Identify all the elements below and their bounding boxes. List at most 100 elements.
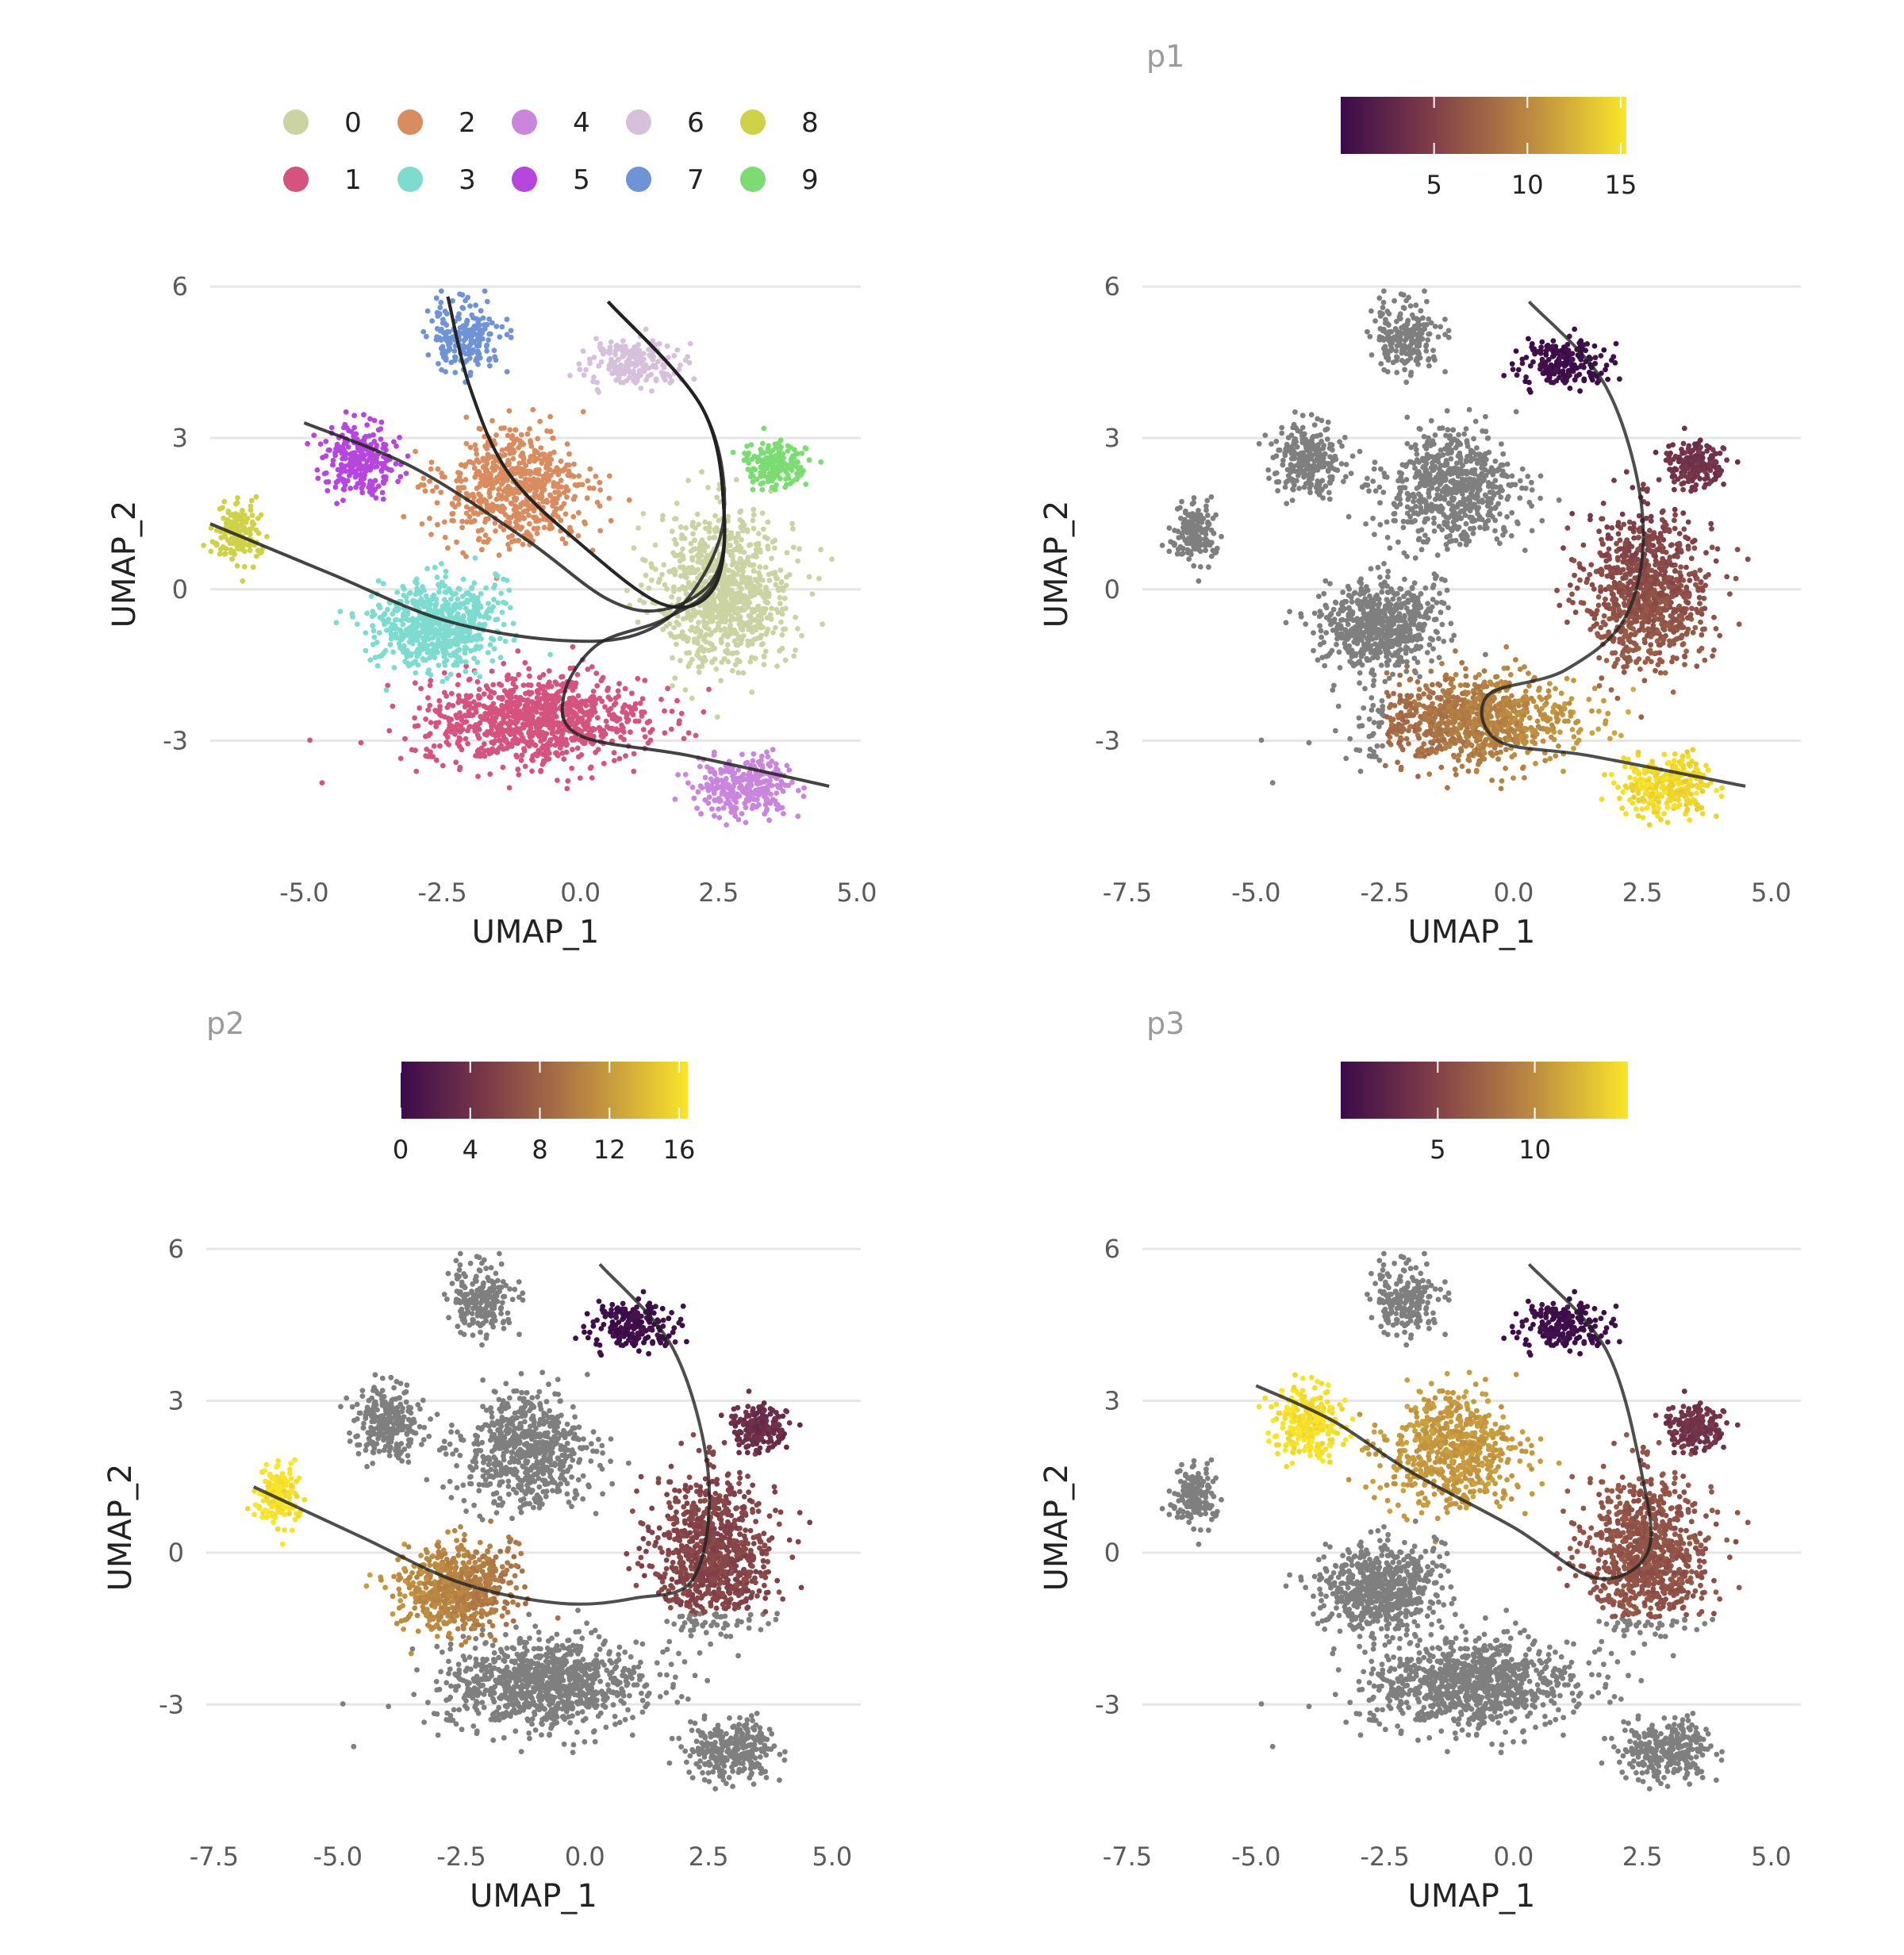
cell-point-cluster-0 bbox=[674, 501, 680, 506]
cell-point-cluster-1 bbox=[432, 708, 438, 713]
cell-point-cluster-4 bbox=[721, 805, 727, 811]
cell-point-cluster-6 bbox=[616, 365, 621, 371]
cell-point-cluster-0 bbox=[784, 583, 789, 589]
cell-point-cluster-6 bbox=[607, 348, 612, 353]
cell-point-cluster-9 bbox=[785, 444, 791, 449]
cell-point-cluster-3 bbox=[463, 669, 468, 674]
cell-point-cluster-5 bbox=[305, 441, 310, 447]
cell-point-cluster-1 bbox=[643, 734, 648, 739]
cell-point-cluster-2 bbox=[548, 428, 554, 434]
legend-key-9 bbox=[740, 167, 766, 192]
cell-point-cluster-1 bbox=[605, 724, 610, 729]
cell-point-cluster-9 bbox=[762, 464, 768, 470]
cell-point-cluster-0 bbox=[738, 509, 743, 514]
cell-point-cluster-2 bbox=[459, 525, 465, 531]
x-tick-label: 5.0 bbox=[1751, 878, 1791, 908]
cell-point-cluster-1 bbox=[455, 715, 460, 720]
cell-point-cluster-4 bbox=[675, 772, 681, 778]
cell-point-cluster-9 bbox=[782, 485, 788, 490]
cell-point-cluster-3 bbox=[486, 650, 491, 655]
legend-label-2: 2 bbox=[459, 107, 476, 139]
cell-point-cluster-1 bbox=[437, 704, 443, 709]
y-tick-label: 3 bbox=[1104, 423, 1120, 453]
cell-point-cluster-3 bbox=[419, 598, 424, 604]
cell-point-cluster-0 bbox=[791, 544, 797, 550]
cell-point-cluster-2 bbox=[597, 480, 602, 486]
cell-point-cluster-0 bbox=[772, 545, 777, 551]
cell-point-cluster-2 bbox=[591, 486, 597, 491]
cell-point-cluster-9 bbox=[799, 451, 804, 456]
cell-point-cluster-2 bbox=[557, 493, 562, 498]
cell-point-pseudotime bbox=[1680, 510, 1686, 516]
cell-point-cluster-0 bbox=[684, 651, 689, 656]
cell-point-cluster-3 bbox=[337, 609, 343, 614]
cell-point-cluster-7 bbox=[460, 292, 466, 298]
legend-label-6: 6 bbox=[687, 107, 704, 139]
cell-point-cluster-2 bbox=[555, 482, 560, 488]
cell-point-cluster-3 bbox=[511, 621, 516, 627]
cell-point-cluster-0 bbox=[770, 630, 776, 636]
cell-point-cluster-0 bbox=[745, 639, 750, 644]
cell-point-cluster-0 bbox=[750, 507, 756, 513]
cell-point-cluster-3 bbox=[427, 655, 432, 661]
cell-point-cluster-0 bbox=[635, 525, 641, 531]
cell-point-cluster-1 bbox=[457, 765, 463, 770]
cell-point-cluster-2 bbox=[459, 519, 465, 524]
cell-point-cluster-1 bbox=[432, 743, 437, 749]
cell-point-cluster-2 bbox=[501, 505, 507, 511]
cell-point-cluster-2 bbox=[507, 451, 512, 456]
cell-point-cluster-3 bbox=[440, 612, 445, 617]
cell-point-cluster-0 bbox=[751, 568, 757, 574]
cell-point-cluster-6 bbox=[581, 348, 586, 354]
cell-point-cluster-2 bbox=[573, 482, 578, 488]
cell-point-cluster-3 bbox=[430, 609, 436, 614]
cell-point-cluster-6 bbox=[649, 388, 654, 394]
cell-point-pseudotime bbox=[1677, 570, 1683, 576]
cell-point-cluster-0 bbox=[780, 646, 785, 651]
cell-point-cluster-1 bbox=[559, 674, 564, 680]
cell-point-cluster-6 bbox=[632, 373, 638, 378]
cell-point-cluster-2 bbox=[507, 491, 512, 497]
cell-point-cluster-1 bbox=[516, 772, 521, 778]
cell-point-cluster-2 bbox=[457, 474, 463, 480]
cell-point-cluster-7 bbox=[482, 289, 488, 294]
cell-point-cluster-6 bbox=[616, 357, 621, 363]
cell-point-cluster-3 bbox=[445, 609, 451, 614]
cell-point-cluster-1 bbox=[536, 716, 542, 722]
cell-point-cluster-2 bbox=[491, 460, 497, 466]
cell-point-cluster-1 bbox=[447, 702, 452, 708]
cell-point-cluster-2 bbox=[566, 451, 572, 457]
cell-point-cluster-0 bbox=[761, 606, 766, 612]
cell-point-cluster-0 bbox=[720, 591, 725, 597]
x-tick-label: 0.0 bbox=[560, 878, 601, 908]
cell-point-cluster-0 bbox=[714, 614, 720, 620]
cell-point-cluster-0 bbox=[748, 625, 754, 631]
cell-point-cluster-4 bbox=[716, 815, 722, 820]
cell-point-cluster-4 bbox=[765, 788, 770, 793]
cell-point-cluster-1 bbox=[476, 747, 482, 753]
cell-point-cluster-6 bbox=[654, 377, 659, 382]
cell-point-cluster-0 bbox=[702, 520, 708, 525]
cell-point-cluster-5 bbox=[323, 439, 328, 444]
cell-point-cluster-5 bbox=[340, 478, 346, 483]
cell-point-cluster-2 bbox=[512, 496, 517, 501]
cell-point-cluster-0 bbox=[737, 621, 743, 627]
cell-point-cluster-1 bbox=[413, 680, 418, 686]
cell-point-cluster-6 bbox=[634, 359, 639, 364]
cell-point-cluster-1 bbox=[636, 719, 642, 724]
cell-point-cluster-5 bbox=[335, 444, 340, 450]
cell-point-cluster-7 bbox=[436, 313, 441, 319]
cell-point-cluster-0 bbox=[699, 469, 704, 474]
cell-point-cluster-7 bbox=[509, 328, 514, 333]
cell-point-pseudotime bbox=[1677, 531, 1683, 536]
cell-point-cluster-2 bbox=[439, 471, 444, 476]
cell-point-cluster-0 bbox=[676, 597, 681, 602]
cell-point-cluster-0 bbox=[747, 542, 753, 547]
cell-point-cluster-2 bbox=[489, 454, 494, 459]
cell-point-cluster-0 bbox=[653, 567, 658, 572]
cell-point-cluster-1 bbox=[538, 696, 543, 701]
cell-point-cluster-0 bbox=[750, 517, 756, 523]
cell-point-cluster-2 bbox=[473, 442, 478, 447]
cell-point-cluster-7 bbox=[463, 298, 468, 304]
cell-point-cluster-9 bbox=[803, 482, 808, 487]
